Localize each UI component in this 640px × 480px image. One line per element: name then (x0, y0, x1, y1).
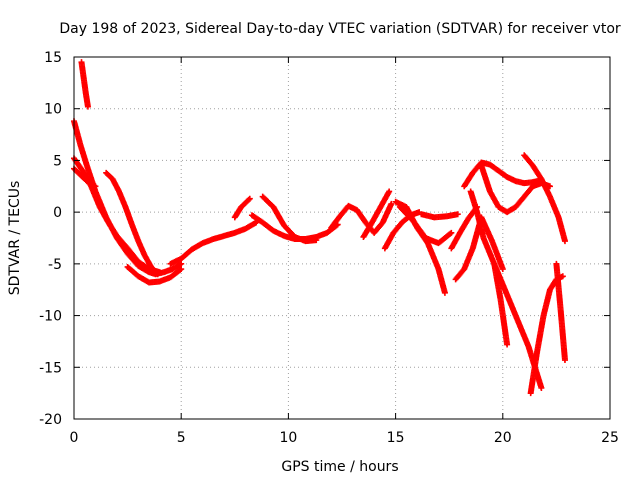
x-tick-label: 25 (601, 430, 619, 446)
data-point (178, 260, 185, 267)
series-arc-g (167, 219, 260, 267)
data-point (92, 183, 99, 190)
x-tick-labels: 0 5 10 15 20 25 (70, 430, 619, 446)
plot-frame (73, 56, 611, 420)
data-point (388, 200, 395, 207)
series-arc-x (521, 152, 568, 245)
data-point (313, 237, 320, 244)
data-point (386, 188, 393, 195)
data-point (504, 341, 511, 348)
y-tick-label: 5 (53, 153, 62, 169)
y-tick-label: 15 (44, 50, 62, 66)
chart-title: Day 198 of 2023, Sidereal Day-to-day VTE… (59, 21, 621, 37)
series-arc-c (71, 155, 163, 276)
series-arc-j (259, 193, 320, 245)
x-tick-label: 15 (387, 430, 405, 446)
series-arc-v (478, 162, 553, 216)
series-arc-h (231, 195, 253, 221)
data-point (177, 266, 184, 273)
x-tick-label: 5 (177, 430, 186, 446)
data-points (71, 59, 568, 397)
data-point (499, 266, 506, 273)
series-arc-e (103, 169, 161, 278)
data-point (246, 195, 253, 202)
series-arc-y (553, 260, 568, 364)
x-tick-label: 0 (70, 430, 79, 446)
data-point (441, 289, 448, 296)
data-point (153, 270, 160, 277)
data-point (538, 384, 545, 391)
series-arc-d (71, 165, 99, 190)
series-arc-a (78, 59, 91, 110)
series-arc-o (396, 203, 455, 247)
x-tick-label: 10 (279, 430, 297, 446)
x-tick-label: 20 (494, 430, 512, 446)
series-arc-k (328, 200, 395, 236)
series-arc-p (418, 211, 461, 221)
data-point (561, 238, 568, 245)
y-tick-label: -20 (39, 412, 62, 428)
y-tick-labels: -20 -15 -10 -5 0 5 10 15 (39, 50, 62, 428)
data-point (154, 271, 161, 278)
data-point (178, 266, 185, 273)
data-point (448, 229, 455, 236)
y-axis-label: SDTVAR / TECUs (7, 181, 23, 296)
grid-lines (74, 57, 610, 419)
y-tick-label: 10 (44, 102, 62, 118)
y-tick-label: -5 (48, 257, 62, 273)
data-point (447, 230, 454, 237)
y-tick-label: 0 (53, 205, 62, 221)
data-point (561, 357, 568, 364)
series-arc-b (71, 118, 185, 278)
data-point (559, 273, 566, 280)
x-axis-label: GPS time / hours (281, 459, 398, 475)
y-tick-label: -15 (39, 360, 62, 376)
series-arc-f (124, 263, 185, 286)
data-point (84, 103, 91, 110)
axis-ticks (73, 56, 611, 420)
series-arc-l (360, 188, 393, 240)
y-tick-label: -10 (39, 309, 62, 325)
data-point (454, 211, 461, 218)
data-point (245, 196, 252, 203)
